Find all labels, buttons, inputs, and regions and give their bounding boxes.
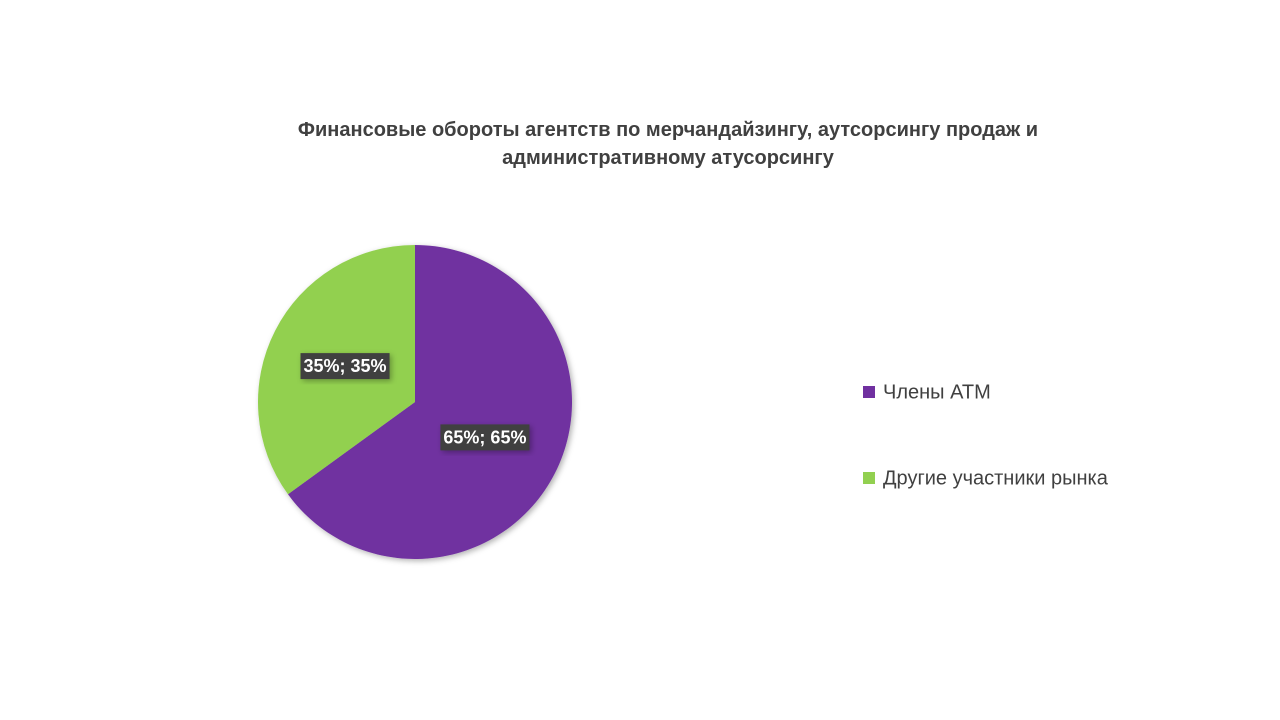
data-label: 35%; 35% — [304, 356, 387, 376]
legend-label: Другие участники рынка — [883, 467, 1109, 489]
data-label: 65%; 65% — [443, 427, 526, 447]
data-label-box — [300, 353, 390, 380]
pie-slice — [287, 245, 573, 560]
legend-swatch — [863, 472, 875, 484]
legend-swatch — [863, 386, 875, 398]
legend-label: Члены АТМ — [883, 381, 991, 403]
chart-title: Финансовые обороты агентств по мерчандай… — [297, 119, 1039, 169]
data-label-box — [440, 424, 530, 451]
pie — [258, 245, 573, 560]
